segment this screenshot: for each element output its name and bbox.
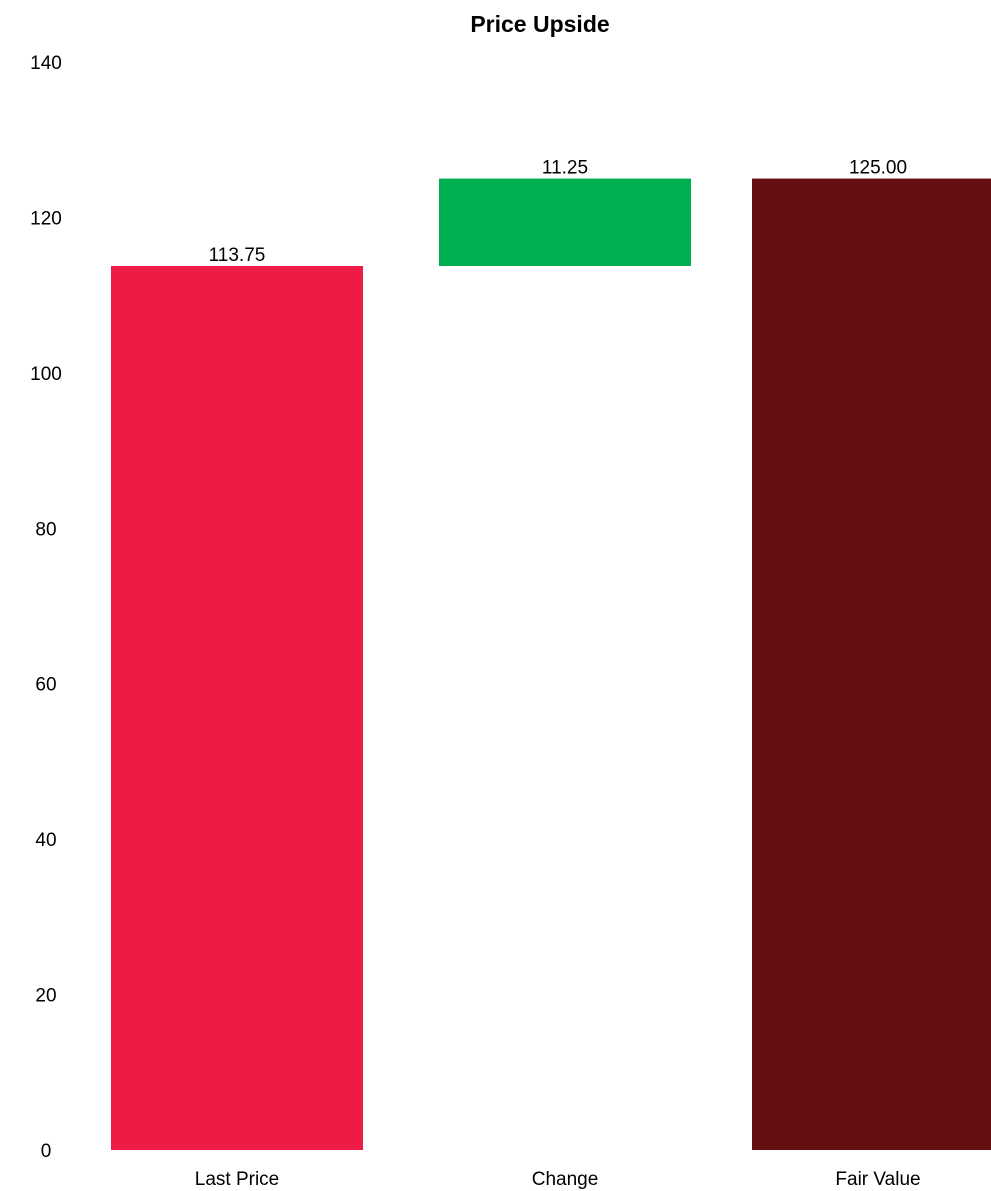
bar-change: [439, 178, 691, 266]
y-tick-label: 40: [35, 830, 56, 851]
x-tick-label: Change: [532, 1169, 599, 1190]
y-tick-label: 140: [30, 53, 62, 74]
x-axis: Last Price Change Fair Value: [195, 1169, 921, 1190]
y-tick-label: 0: [41, 1141, 52, 1162]
y-tick-label: 60: [35, 675, 56, 696]
x-tick-label: Last Price: [195, 1169, 279, 1190]
chart-title: Price Upside: [470, 11, 609, 37]
y-tick-label: 80: [35, 519, 56, 540]
x-tick-label: Fair Value: [835, 1169, 920, 1190]
y-tick-label: 100: [30, 364, 62, 385]
data-label: 11.25: [542, 158, 588, 179]
data-labels: 113.75 11.25 125.00: [209, 158, 907, 266]
bars: [111, 178, 991, 1151]
y-axis: 0 20 40 60 80 100 120 140: [30, 53, 62, 1162]
y-tick-label: 120: [30, 208, 62, 229]
bar-fair-value: [752, 178, 991, 1151]
bar-last-price: [111, 266, 363, 1150]
data-label: 113.75: [209, 245, 266, 266]
y-tick-label: 20: [35, 986, 56, 1007]
data-label: 125.00: [849, 158, 907, 179]
